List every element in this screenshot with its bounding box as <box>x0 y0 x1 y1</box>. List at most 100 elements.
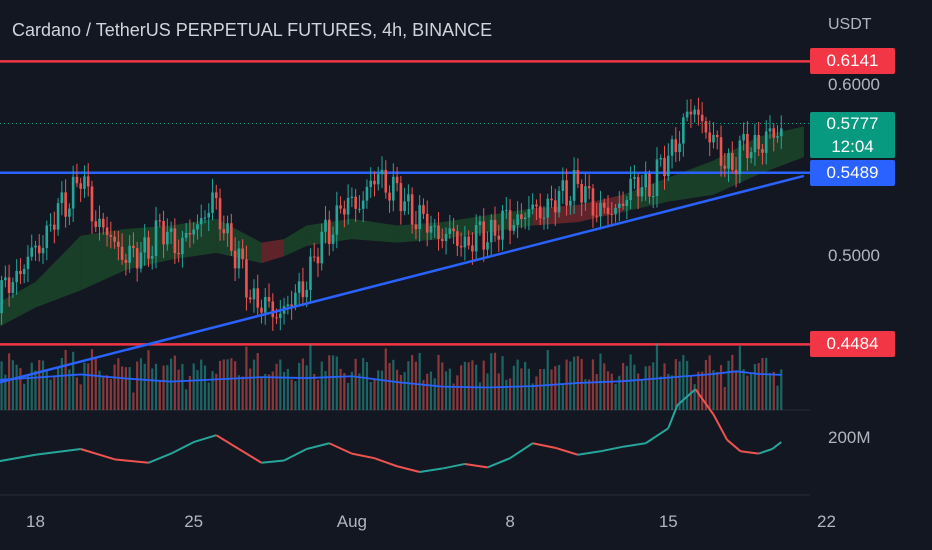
volume-bar <box>388 362 391 410</box>
candle-body <box>376 174 380 185</box>
candle-body <box>324 219 327 232</box>
candle-body <box>361 200 365 209</box>
volume-bar <box>554 366 557 410</box>
volume-oscillator-segment <box>464 462 488 469</box>
candle-body <box>90 186 94 222</box>
volume-bar <box>693 384 696 410</box>
candle-body <box>422 205 425 214</box>
candle-body <box>569 200 572 206</box>
candle-body <box>512 224 516 231</box>
candle-body <box>135 248 139 269</box>
candle-body <box>139 252 143 269</box>
candle-body <box>749 152 753 159</box>
resistance-price-tag[interactable]: 0.6141 <box>810 48 895 75</box>
volume-oscillator-segment <box>532 442 556 449</box>
date-axis-label: 8 <box>505 512 515 531</box>
candle-body <box>230 223 233 251</box>
candle-body <box>312 256 316 258</box>
candle-body <box>723 165 727 169</box>
candle-body <box>399 183 403 212</box>
volume-bar <box>565 359 568 410</box>
currency-label[interactable]: USDT <box>828 16 872 33</box>
candle-body <box>105 227 109 235</box>
candle-body <box>644 173 647 188</box>
volume-bar <box>365 361 369 410</box>
candle-body <box>501 210 504 240</box>
candle-body <box>452 228 455 232</box>
candle-body <box>64 192 67 217</box>
volume-bar <box>267 374 271 410</box>
volume-bar <box>173 355 176 410</box>
candle-body <box>207 212 211 218</box>
volume-bar <box>765 357 768 410</box>
candle-body <box>433 225 437 227</box>
candle-body <box>37 245 41 254</box>
volume-oscillator-segment <box>600 445 624 453</box>
candle-body <box>22 268 26 275</box>
volume-bar <box>30 362 33 410</box>
candle-body <box>199 218 203 225</box>
candle-body <box>550 198 553 201</box>
candle-body <box>166 231 169 245</box>
volume-bar <box>53 375 56 410</box>
candle-body <box>56 203 60 230</box>
candle-body <box>648 173 651 197</box>
candle-body <box>260 307 263 313</box>
candle-body <box>538 206 542 219</box>
candle-body <box>602 202 606 208</box>
volume-bar <box>335 356 338 410</box>
candle-body <box>101 218 105 228</box>
volume-bar <box>776 385 779 410</box>
candle-body <box>753 134 757 153</box>
candle-body <box>715 134 719 138</box>
candle-body <box>407 194 410 202</box>
volume-oscillator-segment <box>667 404 679 429</box>
volume-bar <box>663 363 666 410</box>
candle-body <box>271 301 275 318</box>
candle-body <box>301 281 305 298</box>
cloud-segment <box>80 228 126 291</box>
volume-bar <box>550 369 553 410</box>
volume-bar <box>648 365 651 410</box>
candle-body <box>478 221 482 226</box>
volume-bar <box>294 381 297 410</box>
volume-bar <box>226 359 229 410</box>
volume-oscillator-segment <box>374 457 398 468</box>
volume-bar <box>682 354 685 410</box>
volume-oscillator-segment <box>170 441 195 455</box>
volume-axis-label: 200M <box>828 428 871 447</box>
current-price-tag[interactable]: 0.5777 12:04 <box>810 111 895 158</box>
candle-body <box>546 198 550 218</box>
candle-body <box>403 201 406 212</box>
volume-bar <box>418 352 421 410</box>
volume-bar <box>358 373 361 410</box>
volume-bar <box>301 358 305 410</box>
candle-body <box>211 192 214 213</box>
candle-body <box>606 207 610 214</box>
volume-bar <box>742 369 745 410</box>
volume-bar <box>746 375 749 410</box>
candle-body <box>576 170 580 184</box>
candle-body <box>670 139 674 156</box>
volume-bar <box>772 371 775 410</box>
candle-body <box>245 259 248 298</box>
volume-oscillator-segment <box>114 458 149 464</box>
support-price-tag[interactable]: 0.4484 <box>810 331 895 358</box>
candle-body <box>26 256 30 269</box>
candle-body <box>316 256 320 264</box>
volume-bar <box>121 366 124 410</box>
volume-bar <box>350 371 353 410</box>
volume-bar <box>493 352 497 410</box>
volume-bar <box>207 382 210 410</box>
candle-body <box>584 186 587 203</box>
volume-bar <box>686 360 689 410</box>
candle-body <box>256 288 260 308</box>
candle-body <box>343 208 346 215</box>
candle-body <box>587 186 591 189</box>
mid-line-price-tag[interactable]: 0.5489 <box>810 159 895 186</box>
candle-body <box>591 188 595 216</box>
candle-body <box>738 140 742 175</box>
candle-body <box>305 290 308 298</box>
volume-oscillator-segment <box>577 450 601 456</box>
